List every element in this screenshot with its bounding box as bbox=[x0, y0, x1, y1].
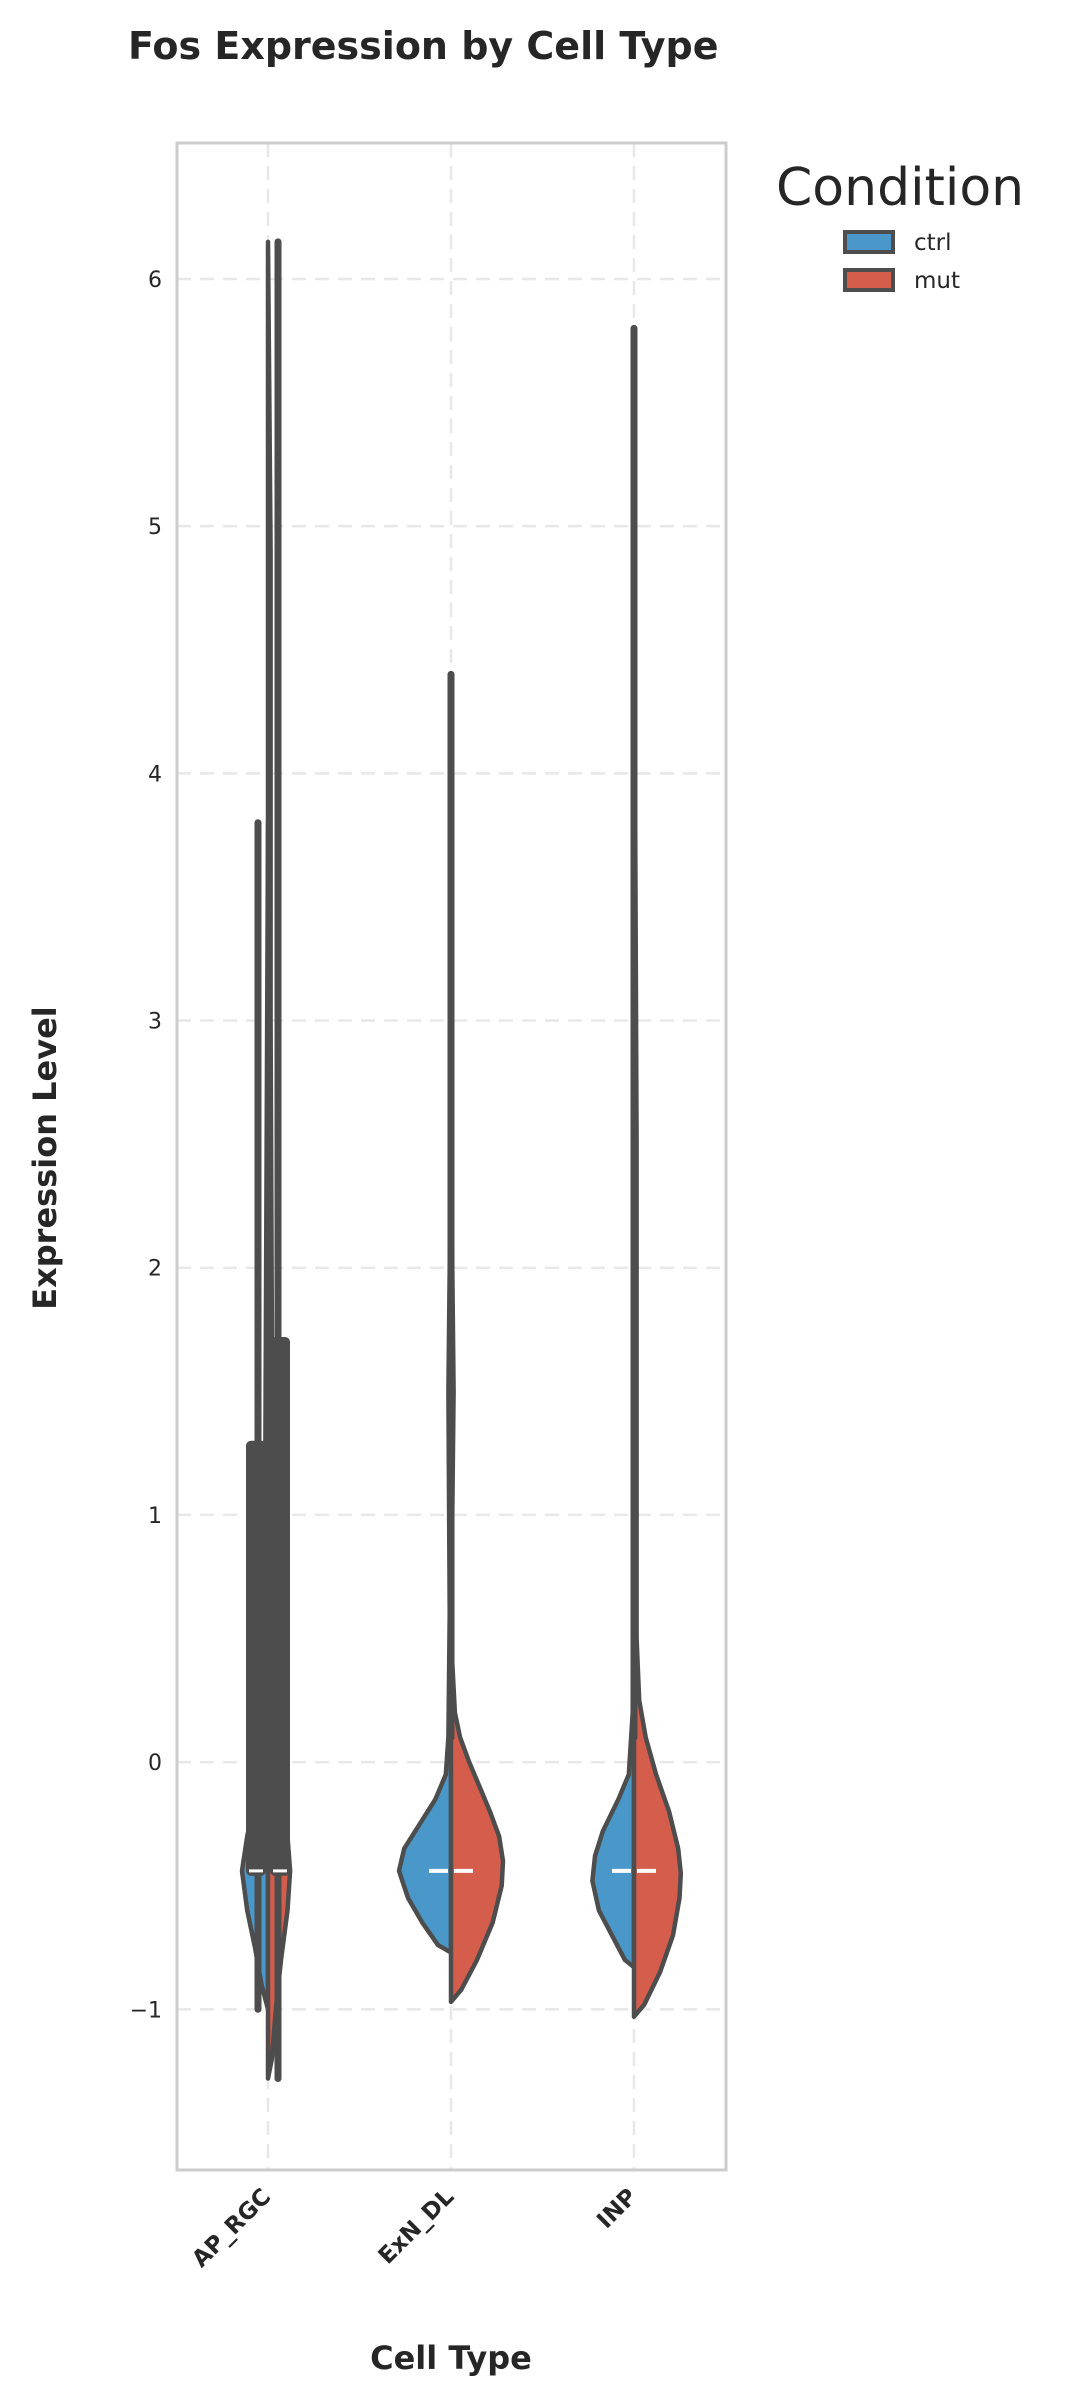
x-tick: AP_RGC bbox=[187, 2184, 276, 2273]
x-axis-label: Cell Type bbox=[370, 2339, 532, 2377]
y-tick-label: 0 bbox=[148, 1751, 162, 1776]
y-tick-label: 2 bbox=[148, 1257, 162, 1282]
x-axis-ticks: AP_RGC ExN_DL INP bbox=[187, 2184, 642, 2273]
legend-label-mut: mut bbox=[914, 268, 960, 294]
y-tick-label: 1 bbox=[148, 1504, 162, 1529]
x-tick-label: INP bbox=[592, 2184, 642, 2234]
y-tick-label: 3 bbox=[148, 1010, 162, 1035]
x-tick-label: ExN_DL bbox=[374, 2184, 460, 2270]
box-mut-AP_RGC bbox=[270, 1336, 290, 1876]
y-tick-label: 6 bbox=[148, 268, 162, 293]
legend-label-ctrl: ctrl bbox=[914, 230, 952, 256]
y-tick-label: −1 bbox=[130, 1998, 162, 2023]
violin-mut-ExN_DL bbox=[448, 672, 506, 2005]
legend: Condition ctrl mut bbox=[776, 158, 1024, 294]
violin-ctrl-INP bbox=[590, 845, 637, 1970]
violin-mut-INP bbox=[631, 326, 684, 2019]
chart-title: Fos Expression by Cell Type bbox=[128, 24, 719, 68]
legend-swatch-ctrl bbox=[843, 230, 895, 254]
violin-ctrl-ExN_DL bbox=[396, 672, 454, 1955]
x-tick: INP bbox=[592, 2184, 642, 2234]
x-tick-label: AP_RGC bbox=[187, 2184, 276, 2273]
legend-title: Condition bbox=[776, 158, 1024, 218]
legend-entries: ctrl mut bbox=[843, 230, 960, 294]
x-tick: ExN_DL bbox=[374, 2184, 460, 2270]
legend-swatch-mut bbox=[843, 268, 895, 292]
y-axis-label: Expression Level bbox=[26, 1006, 64, 1309]
plot-area bbox=[239, 238, 684, 2083]
y-tick-label: 5 bbox=[148, 515, 162, 540]
y-axis-ticks: −1 0 1 2 3 4 5 6 bbox=[130, 268, 162, 2023]
y-tick-label: 4 bbox=[148, 762, 162, 787]
box-ctrl-AP_RGC bbox=[246, 1440, 266, 1876]
plot-frame bbox=[175, 141, 728, 2172]
